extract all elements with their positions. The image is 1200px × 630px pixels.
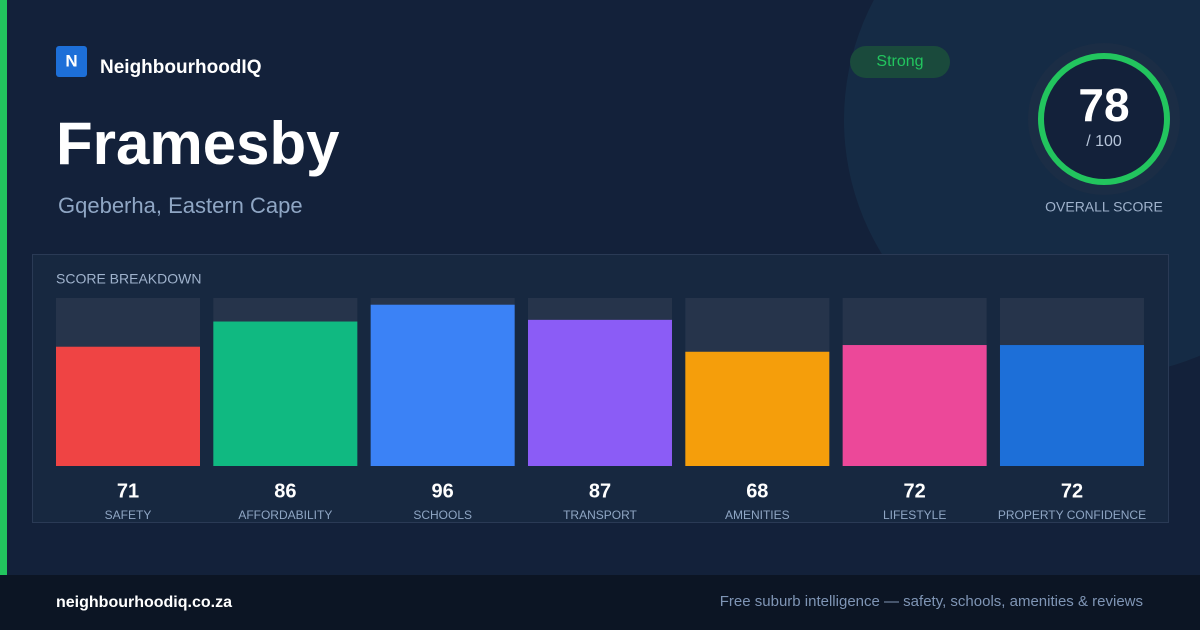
badge bbox=[850, 46, 950, 78]
bar-label: SAFETY bbox=[105, 508, 152, 522]
bars: 71 SAFETY 86 AFFORDABILITY 96 SCHOOLS 87 TRANSP… bbox=[56, 298, 1146, 522]
bar bbox=[999, 345, 1144, 466]
suburb-name: Framesby bbox=[56, 110, 340, 177]
bar-label: LIFESTYLE bbox=[883, 508, 946, 522]
bar-label: SCHOOLS bbox=[413, 508, 472, 522]
suburb-location: Gqeberha, Eastern Cape bbox=[58, 193, 303, 218]
bar-label: AMENITIES bbox=[725, 508, 790, 522]
logo-letter: N bbox=[65, 51, 77, 70]
bar-label: PROPERTY CONFIDENCE bbox=[998, 508, 1146, 522]
badge-text: Strong bbox=[876, 53, 923, 70]
bar-value: 72 bbox=[1061, 480, 1083, 502]
breakdown-title: SCORE BREAKDOWN bbox=[56, 271, 201, 287]
footer bbox=[0, 575, 1200, 630]
bar bbox=[370, 304, 515, 466]
bar bbox=[842, 345, 987, 466]
footer-tagline: Free suburb intelligence — safety, schoo… bbox=[720, 593, 1143, 610]
footer-site: neighbourhoodiq.co.za bbox=[56, 594, 232, 611]
logo bbox=[56, 46, 87, 77]
score-label: OVERALL SCORE bbox=[1045, 199, 1163, 215]
bar bbox=[56, 346, 200, 466]
score-value: 78 bbox=[1078, 79, 1129, 131]
bar-value: 86 bbox=[274, 480, 296, 502]
bar-value: 72 bbox=[904, 480, 926, 502]
bar-label: AFFORDABILITY bbox=[238, 508, 332, 522]
bar-value: 68 bbox=[746, 480, 768, 502]
bar-value: 87 bbox=[589, 480, 611, 502]
accent-stripe bbox=[0, 0, 7, 575]
bar bbox=[685, 351, 830, 466]
score-ring bbox=[1038, 53, 1170, 185]
bar-value: 96 bbox=[432, 480, 454, 502]
bar-label: TRANSPORT bbox=[563, 508, 637, 522]
bar bbox=[213, 321, 358, 466]
bar-value: 71 bbox=[117, 480, 139, 502]
score-max: / 100 bbox=[1086, 133, 1122, 150]
brand-name: NeighbourhoodIQ bbox=[100, 57, 261, 78]
bar bbox=[527, 319, 672, 466]
